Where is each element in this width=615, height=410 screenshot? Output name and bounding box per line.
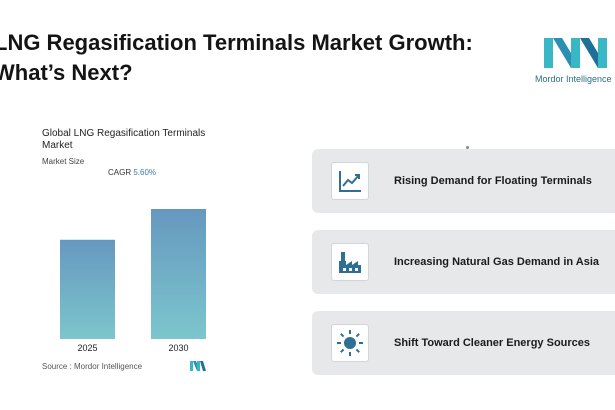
x-tick-label: 2025 <box>77 343 97 353</box>
bar-chart: 2025 2030 <box>60 209 206 353</box>
title-line-2: What’s Next? <box>0 60 133 85</box>
source-note: Source : Mordor Intelligence <box>42 362 143 371</box>
cagr-label: CAGR 5.60% <box>108 168 156 177</box>
title-line-1: LNG Regasification Terminals Market Grow… <box>0 30 473 55</box>
logo-text: Mordor Intelligence <box>535 74 612 84</box>
driver-label: Increasing Natural Gas Demand in Asia <box>394 256 599 268</box>
bar-2030 <box>151 209 206 339</box>
divider-dot <box>466 146 469 149</box>
mini-logo-icon <box>190 361 206 371</box>
driver-card-cleaner-energy: Shift Toward Cleaner Energy Sources <box>312 311 615 375</box>
cagr-value: 5.60% <box>133 168 157 177</box>
factory-icon <box>331 243 369 281</box>
line-chart-icon <box>331 162 369 200</box>
bar-2025 <box>60 239 115 339</box>
chart-title: Global LNG Regasification Terminals Mark… <box>42 128 206 151</box>
chart-subtitle: Market Size <box>42 157 85 166</box>
driver-card-floating-terminals: Rising Demand for Floating Terminals <box>312 149 615 213</box>
x-tick-label: 2030 <box>168 343 188 353</box>
driver-card-gas-demand-asia: Increasing Natural Gas Demand in Asia <box>312 230 615 294</box>
driver-label: Rising Demand for Floating Terminals <box>394 175 592 187</box>
cagr-text: CAGR <box>108 168 132 177</box>
page-title: LNG Regasification Terminals Market Grow… <box>0 28 494 88</box>
mordor-logo-icon <box>544 38 607 68</box>
driver-label: Shift Toward Cleaner Energy Sources <box>394 337 591 349</box>
sun-icon <box>331 324 369 362</box>
